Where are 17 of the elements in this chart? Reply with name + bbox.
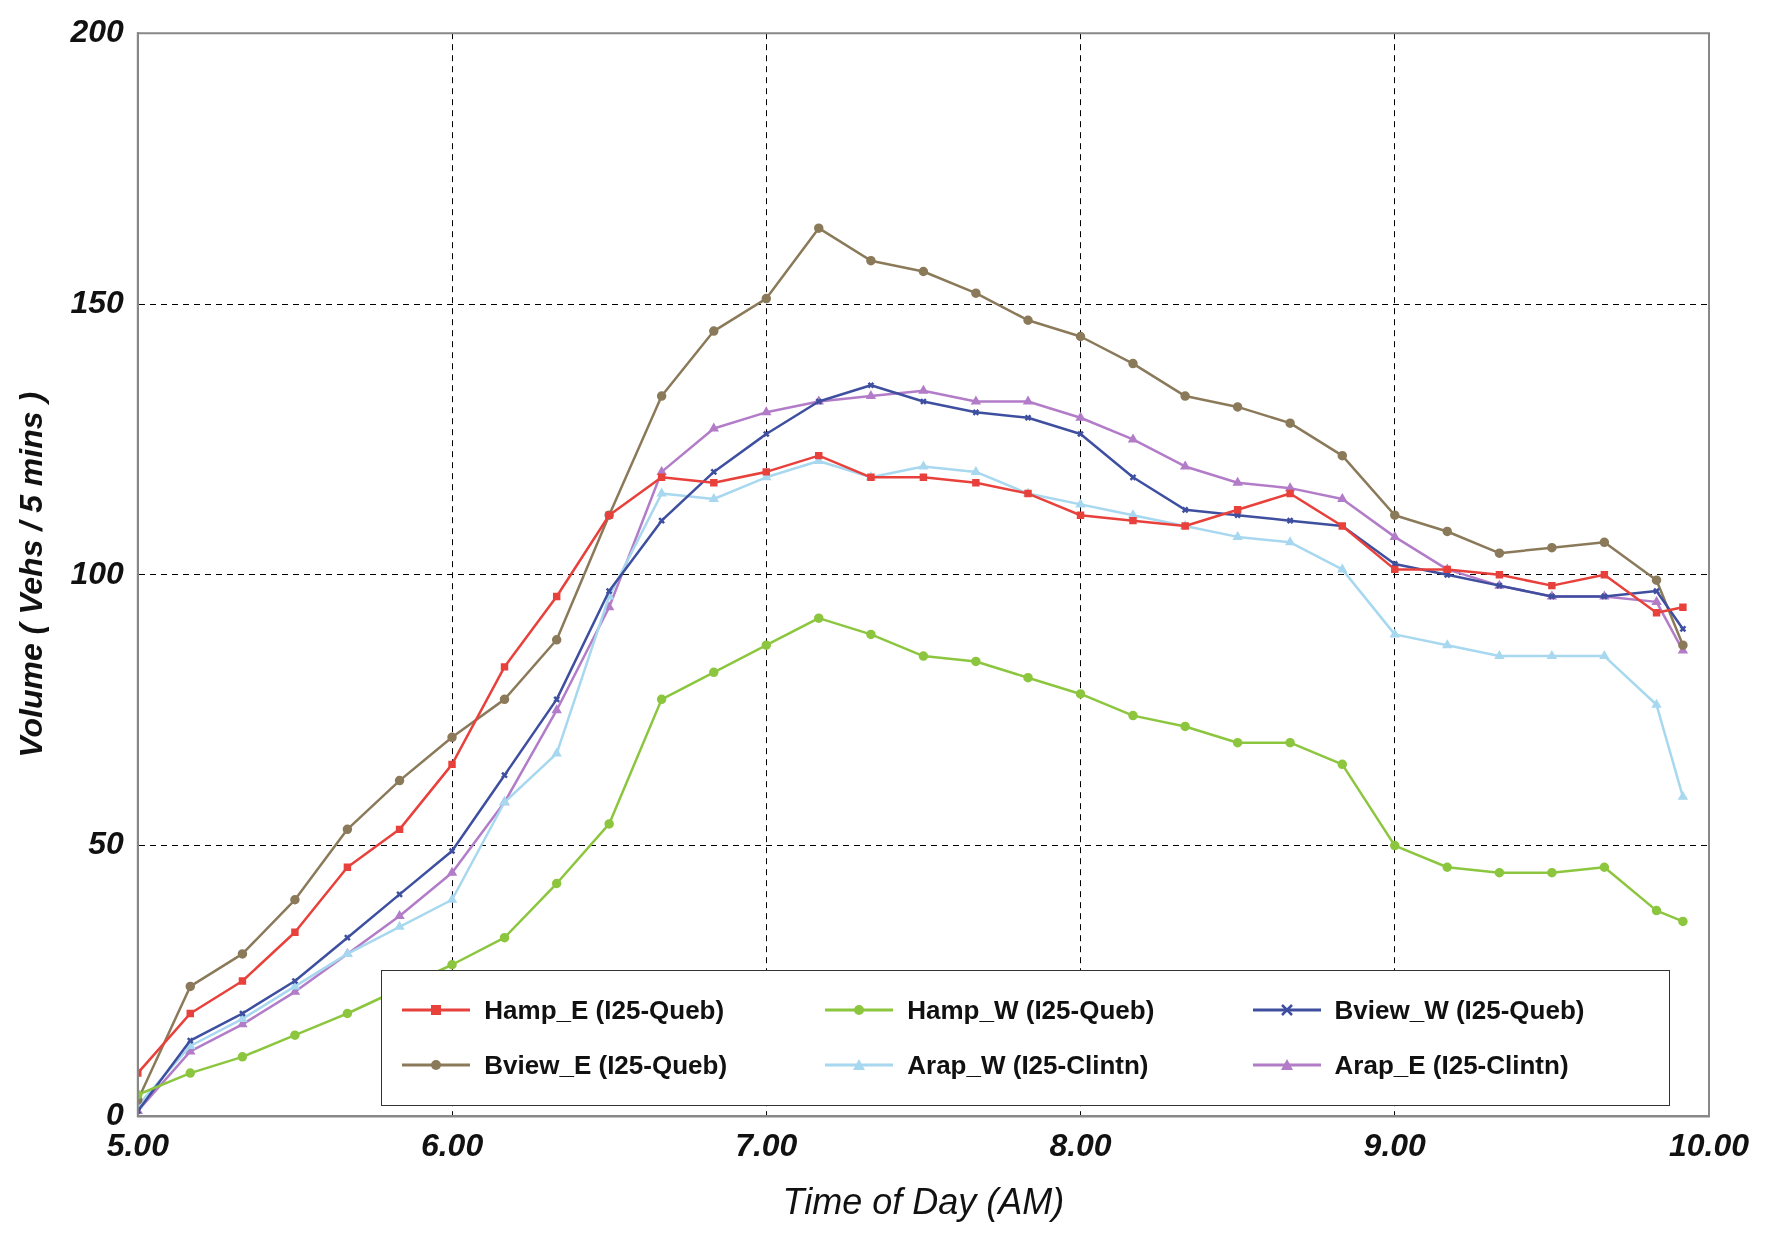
legend-label: Arap_W (I25-Clintn)	[907, 1049, 1149, 1081]
x-tick-label: 10.00	[1668, 1127, 1750, 1164]
legend-label: Arap_E (I25-Clintn)	[1334, 1049, 1569, 1081]
y-tick-label: 200	[69, 13, 124, 50]
x-tick-label: 8.00	[1049, 1127, 1112, 1164]
legend-label: Bview_W (I25-Queb)	[1334, 994, 1585, 1026]
x-tick-label: 6.00	[420, 1127, 484, 1164]
y-axis-title: Volume ( Vehs / 5 mins )	[13, 391, 50, 758]
legend-label: Bview_E (I25-Queb)	[484, 1049, 728, 1081]
legend-label: Hamp_W (I25-Queb)	[907, 994, 1155, 1026]
legend-label: Hamp_E (I25-Queb)	[484, 994, 725, 1026]
x-axis-title: Time of Day (AM)	[782, 1181, 1065, 1223]
y-tick-label: 150	[70, 283, 124, 320]
y-tick-label: 50	[88, 825, 124, 862]
x-tick-label: 7.00	[735, 1127, 798, 1164]
x-tick-label: 9.00	[1363, 1127, 1427, 1164]
y-tick-label: 100	[70, 554, 124, 591]
